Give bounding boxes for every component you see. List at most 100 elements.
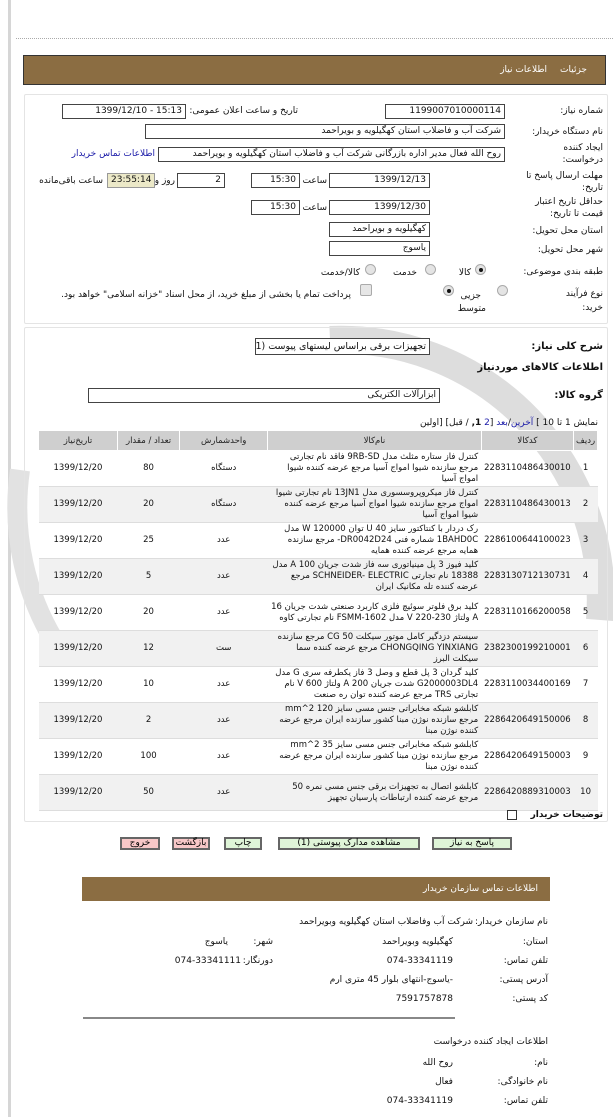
contact-title: اطلاعات تماس سازمان خریدار [422,884,538,894]
table-row: 4 2283130712130731 کلید فیوز 3 پل مینیاتور… [38,558,598,595]
quantity: 5 [117,558,180,595]
creator-name-label: نام: [534,1058,548,1068]
item-code: 2286420649150003 [481,738,574,775]
unit: عدد [179,702,268,739]
process-label: نوع فرآیند خرید: [565,289,603,313]
row-number: 10 [573,774,598,811]
item-name: کنترل فاز میکروپروسسوری مدل 13JN1 نام تج… [267,486,482,523]
address-label: آدرس پستی: [499,975,549,985]
days-label: روز و [154,176,175,186]
row-number: 3 [573,522,598,559]
deadline-date-field[interactable]: 1399/12/13 [329,173,430,188]
creator-label: ایجاد کننده درخواست: [562,143,603,165]
quantity: 20 [117,486,180,523]
exit-button[interactable]: خروج [120,837,160,850]
back-button[interactable]: بازگشت [172,837,210,850]
pagination-page-2[interactable]: 2 [484,418,490,428]
page-left-border [8,0,11,1117]
table-header: ردیف کدکالا نام‌کالا واحدشمارش تعداد / م… [38,430,598,451]
buyer-contact-link[interactable]: اطلاعات تماس خریدار [71,149,155,159]
col-code: کدکالا [480,430,575,451]
need-date: 1399/12/20 [38,522,118,559]
remaining-time: 23:55:14 [107,173,155,188]
creator-field[interactable]: روح الله فعال مدیر اداره بازرگانی شرکت آ… [158,147,505,162]
contact-province-value: کهگیلویه وبویراحمد [382,937,453,947]
table-row: 9 2286420649150003 کابلشو شبکه مخابراتی جن… [38,738,598,775]
province-field[interactable]: کهگیلویه و بویراحمد [329,222,430,237]
announce-label: تاریخ و ساعت اعلان عمومی: [189,106,298,116]
process-minor-label: جزیی [460,291,481,301]
pagination: نمایش 1 تا 10 ] آخرین/بعد [2 1, / قبل] [… [419,418,598,428]
item-code: 2283110034400169 [481,666,574,703]
need-date: 1399/12/20 [38,702,118,739]
need-date: 1399/12/20 [38,450,118,487]
table-row: 10 2286420889310003 کابلشو اتصال به تجهیزا… [38,774,598,811]
row-number: 8 [573,702,598,739]
goods-table: ردیف کدکالا نام‌کالا واحدشمارش تعداد / م… [38,430,598,811]
creator-phone-label: تلفن تماس: [503,1096,548,1106]
deadline-time-field[interactable]: 15:30 [251,173,300,188]
quantity: 80 [117,450,180,487]
category-goods-service-radio[interactable] [365,264,376,275]
treasury-checkbox[interactable] [360,284,372,296]
buyer-label: نام دستگاه خریدار: [532,127,603,137]
postal-value: 7591757878 [395,994,453,1004]
item-name: کلید برق فلوتر سوئیچ فلزی کاربرد صنعتی ش… [267,594,482,631]
validity-date-field[interactable]: 1399/12/30 [329,200,430,215]
contact-divider [83,1017,455,1019]
item-name: کابلشو شبکه مخابراتی جنس مسی سایز 35 mm^… [267,738,482,775]
fax-value: 074-33341111 [174,956,241,966]
print-button[interactable]: چاپ [224,837,262,850]
announce-field[interactable]: 1399/12/10 - 15:13 [62,104,186,119]
validity-time-field[interactable]: 15:30 [251,200,300,215]
deadline-time-label: ساعت [302,176,328,186]
category-service-radio[interactable] [425,264,436,275]
item-name: کلید فیوز 3 پل مینیاتوری سه فاز شدت جریا… [267,558,482,595]
tab-details[interactable]: جزئیات [560,65,587,75]
reply-button[interactable]: پاسخ به نیاز [432,837,512,850]
pagination-last[interactable]: آخرین [510,418,534,428]
process-minor-radio[interactable] [497,285,508,296]
quantity: 12 [117,630,180,667]
fax-label: دورنگار: [242,956,273,966]
unit: عدد [179,522,268,559]
row-number: 2 [573,486,598,523]
item-name: رک دردار با کنتاکتور سایز 40 U توان 1200… [267,522,482,559]
row-number: 7 [573,666,598,703]
view-attachments-button[interactable]: مشاهده مدارک پیوستی (1) [278,837,420,850]
item-name: کابلشو شبکه مخابراتی جنس مسی سایز 120 mm… [267,702,482,739]
need-no-field[interactable]: 1199007010000114 [385,104,505,119]
need-date: 1399/12/20 [38,558,118,595]
buyer-field[interactable]: شرکت آب و فاضلاب استان کهگیلویه و بویراح… [145,124,505,139]
contact-header: اطلاعات تماس سازمان خریدار [82,877,550,901]
goods-title: اطلاعات کالاهای موردنیاز [477,362,603,373]
table-row: 1 2283110486430010 کنترل فاز ستاره مثلث مد… [38,450,598,487]
table-row: 5 2283110166200058 کلید برق فلوتر سوئیچ فل… [38,594,598,631]
item-code: 2286420889310003 [481,774,574,811]
category-goods-radio[interactable] [475,264,486,275]
item-name: کنترل فاز ستاره مثلث مدل 9RB-SD فاقد نام… [267,450,482,487]
buyer-notes-checkbox[interactable] [507,810,517,820]
item-code: 2382300199210001 [481,630,574,667]
quantity: 2 [117,702,180,739]
unit: عدد [179,774,268,811]
tab-need-info[interactable]: اطلاعات نیاز [500,65,547,75]
group-label: گروه کالا: [554,390,603,401]
pagination-next[interactable]: بعد [496,418,508,428]
quantity: 100 [117,738,180,775]
province-label: استان محل تحویل: [532,226,603,236]
summary-label: شرح کلی نیاز: [531,341,603,352]
need-date: 1399/12/20 [38,738,118,775]
unit: عدد [179,738,268,775]
process-medium-radio[interactable] [443,285,454,296]
unit: عدد [179,558,268,595]
row-number: 1 [573,450,598,487]
category-goods-service-label: کالا/خدمت [320,268,360,278]
summary-field: تجهیزات برقی براساس لیستهای پیوست (31)رد… [255,338,430,355]
group-field: ابزارآلات الکتریکی [88,388,440,403]
days-field: 2 [177,173,225,188]
remaining-label: ساعت باقی‌مانده [39,176,103,186]
item-code: 2283110486430010 [481,450,574,487]
city-field[interactable]: یاسوج [329,241,430,256]
quantity: 20 [117,594,180,631]
